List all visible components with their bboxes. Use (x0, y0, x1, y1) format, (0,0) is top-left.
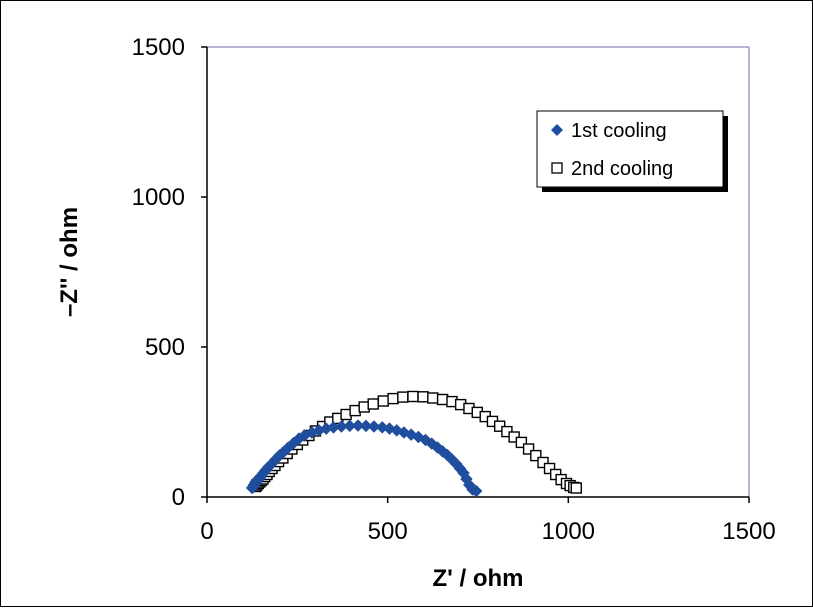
data-point (469, 484, 483, 498)
legend: 1st cooling 2nd cooling (536, 110, 728, 192)
data-point (377, 395, 390, 407)
data-point (367, 398, 379, 410)
legend-label-2: 2nd cooling (571, 158, 673, 180)
data-point (387, 392, 399, 405)
y-tick-label: 1000 (132, 184, 185, 211)
data-point (543, 462, 556, 475)
x-axis-title: Z' / ohm (432, 565, 523, 592)
legend-marker-2 (551, 162, 563, 174)
x-tick-label: 500 (368, 518, 408, 545)
data-point (407, 390, 419, 403)
y-tick-label: 0 (172, 484, 185, 511)
legend-label-1: 1st cooling (571, 120, 667, 142)
y-tick-label: 1500 (132, 34, 185, 61)
y-axis-title: –Z'' / ohm (56, 207, 83, 317)
axes: 0 500 1000 1500 0 500 1000 1500 Z' / ohm –Z'' / o… (56, 34, 776, 592)
y-tick-label: 500 (145, 334, 185, 361)
data-point (515, 436, 528, 449)
x-tick-label: 1000 (542, 518, 595, 545)
data-point (522, 443, 535, 455)
data-point (427, 392, 439, 404)
data-point (367, 420, 381, 433)
data-point (436, 393, 449, 406)
data-point (530, 449, 542, 462)
x-tick-label: 0 (200, 518, 213, 545)
legend-marker-1 (551, 124, 563, 136)
data-point (359, 419, 373, 433)
data-point (417, 391, 429, 403)
data-point (570, 482, 582, 494)
series-1 (245, 419, 483, 498)
legend-box (536, 110, 724, 188)
x-tick-label: 1500 (722, 518, 775, 545)
data-point (537, 456, 549, 469)
data-point (397, 391, 409, 403)
series-layer (245, 390, 582, 498)
